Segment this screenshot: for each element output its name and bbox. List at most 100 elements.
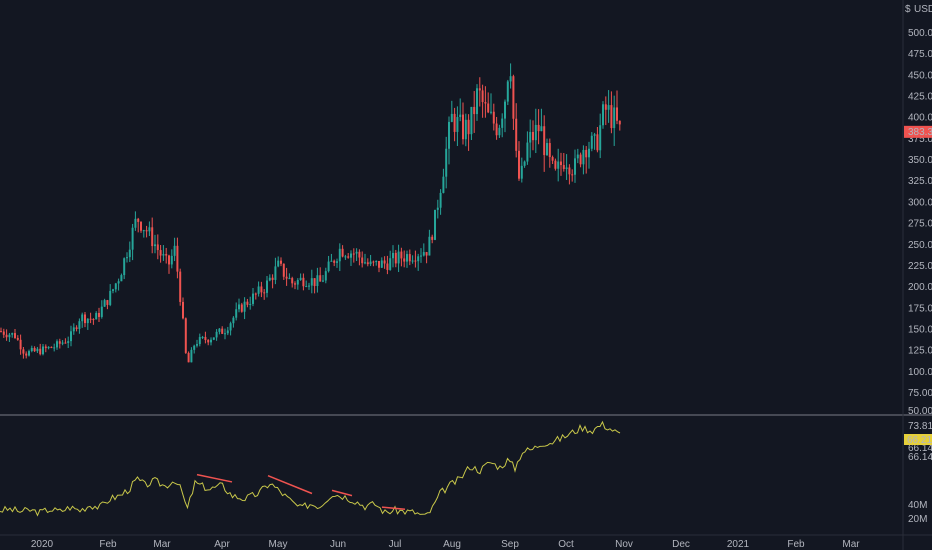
- candle-body: [215, 331, 218, 338]
- indicator-tick-label: 66.142M: [908, 443, 932, 454]
- dollar-icon: $: [905, 4, 911, 15]
- candle-body: [431, 236, 434, 240]
- candle-body: [120, 275, 123, 282]
- trendline[interactable]: [196, 473, 233, 483]
- candle-body: [562, 165, 565, 169]
- time-tick-label: Aug: [443, 539, 461, 550]
- price-tick-label: 250.00: [908, 240, 932, 251]
- candle-body: [44, 346, 47, 349]
- candle-body: [14, 333, 16, 338]
- candle-body: [64, 342, 67, 344]
- candle-body: [184, 318, 187, 353]
- time-tick-label: Mar: [842, 539, 860, 550]
- candle-body: [277, 260, 280, 267]
- candle-body: [313, 278, 316, 287]
- candle-body: [98, 312, 100, 317]
- candle-body: [198, 337, 201, 345]
- candle-body: [285, 276, 288, 279]
- indicator-value-badge: [904, 434, 932, 445]
- candle-body: [257, 286, 260, 294]
- time-tick-label: Jun: [330, 539, 346, 550]
- candle-body: [254, 293, 257, 295]
- candle-body: [442, 176, 445, 193]
- price-tick-label: 350.00: [908, 155, 932, 166]
- candle-body: [523, 161, 526, 166]
- candle-body: [271, 277, 274, 280]
- candle-body: [92, 319, 95, 321]
- candle-body: [260, 286, 263, 293]
- candle-body: [170, 255, 173, 265]
- candle-body: [226, 330, 229, 334]
- candle-body: [534, 124, 537, 141]
- candle-body: [137, 218, 140, 222]
- candle-body: [210, 339, 212, 343]
- candle-body: [565, 167, 568, 169]
- price-tick-label: 450.00: [908, 70, 932, 81]
- indicator-tick-label: 73.812M: [908, 421, 932, 432]
- candle-body: [515, 118, 518, 151]
- candle-body: [389, 258, 392, 270]
- candle-body: [140, 221, 142, 231]
- candle-body: [484, 102, 487, 104]
- price-tick-label: 200.00: [908, 282, 932, 293]
- candle-body: [602, 104, 604, 126]
- candle-body: [434, 209, 436, 240]
- candle-body: [142, 230, 145, 232]
- trendline[interactable]: [381, 506, 406, 510]
- candle-body: [610, 105, 613, 129]
- candle-body: [501, 118, 504, 128]
- candle-body: [557, 161, 560, 169]
- trendline[interactable]: [267, 474, 313, 495]
- candle-body: [190, 349, 193, 363]
- candle-body: [30, 347, 33, 352]
- candle-body: [25, 353, 28, 356]
- candle-body: [450, 113, 453, 122]
- candle-body: [406, 254, 408, 262]
- candle-body: [179, 271, 182, 302]
- candle-body: [574, 158, 576, 175]
- candle-body: [504, 101, 506, 119]
- candle-body: [618, 120, 621, 125]
- candle-body: [347, 256, 350, 258]
- price-tick-label: 75.00: [908, 388, 932, 399]
- candle-body: [481, 90, 484, 103]
- candle-body: [459, 114, 462, 118]
- candle-body: [543, 126, 546, 156]
- candle-body: [114, 283, 117, 290]
- candle-body: [33, 347, 36, 352]
- price-tick-label: 175.00: [908, 303, 932, 314]
- candle-body: [526, 142, 529, 162]
- candle-body: [585, 149, 588, 158]
- candle-body: [36, 348, 39, 352]
- time-tick-label: 2020: [31, 539, 54, 550]
- candle-body: [28, 351, 30, 356]
- candle-body: [134, 218, 137, 228]
- candle-body: [11, 333, 14, 335]
- candle-body: [229, 323, 232, 331]
- candle-body: [282, 263, 285, 277]
- candle-body: [378, 260, 380, 268]
- indicator-tick-label: 66.142M: [908, 452, 932, 463]
- trendline[interactable]: [331, 489, 353, 497]
- candle-body: [397, 251, 400, 264]
- candle-body: [341, 248, 344, 257]
- candle-body: [159, 250, 162, 256]
- candle-body: [529, 131, 532, 143]
- candle-body: [95, 312, 98, 320]
- time-tick-label: Apr: [214, 539, 230, 550]
- candle-body: [411, 260, 414, 262]
- candle-body: [78, 321, 81, 330]
- candle-body: [212, 337, 215, 340]
- candle-body: [532, 131, 534, 141]
- candle-body: [568, 167, 571, 175]
- candle-body: [319, 275, 322, 282]
- candle-body: [131, 227, 134, 250]
- candle-body: [554, 160, 557, 169]
- candle-body: [464, 119, 467, 140]
- candle-body: [470, 106, 473, 135]
- candle-body: [439, 192, 442, 208]
- time-tick-label: Dec: [672, 539, 690, 550]
- candle-body: [462, 114, 464, 140]
